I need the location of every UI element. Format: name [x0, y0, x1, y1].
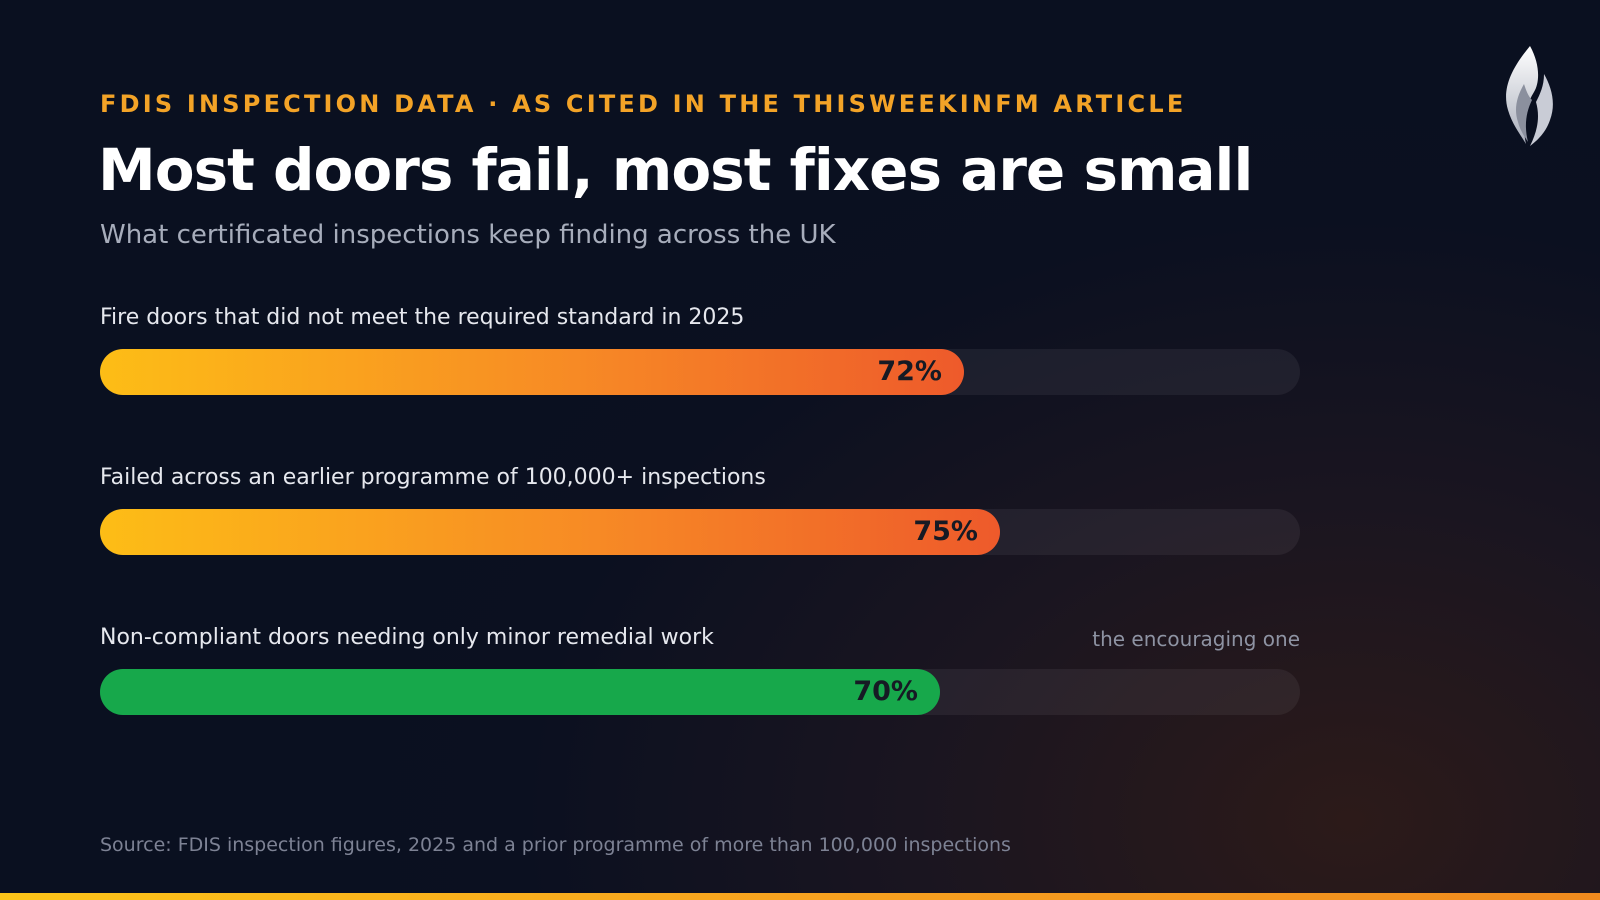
bar-label-3: Non-compliant doors needing only minor r… [100, 625, 714, 650]
bar-track-3: 70% [100, 669, 1300, 715]
flame-logo-icon [1506, 46, 1553, 146]
bar-fill-2: 75% [100, 509, 1000, 555]
source-note: Source: FDIS inspection figures, 2025 an… [100, 834, 1011, 856]
bar-track-1: 72% [100, 349, 1300, 395]
bar-label-2: Failed across an earlier programme of 10… [100, 465, 766, 490]
page-title: Most doors fail, most fixes are small [98, 136, 1253, 204]
bar-track-2: 75% [100, 509, 1300, 555]
bar-note-3: the encouraging one [1092, 627, 1300, 651]
bar-value-3: 70% [853, 676, 918, 707]
bar-fill-1: 72% [100, 349, 964, 395]
bar-value-2: 75% [913, 516, 978, 547]
page-subtitle: What certificated inspections keep findi… [100, 220, 836, 250]
bar-fill-3: 70% [100, 669, 940, 715]
bar-value-1: 72% [877, 356, 942, 387]
bar-label-1: Fire doors that did not meet the require… [100, 305, 745, 330]
accent-bottom-bar [0, 893, 1600, 900]
kicker-text: FDIS INSPECTION DATA · AS CITED IN THE T… [100, 90, 1187, 118]
